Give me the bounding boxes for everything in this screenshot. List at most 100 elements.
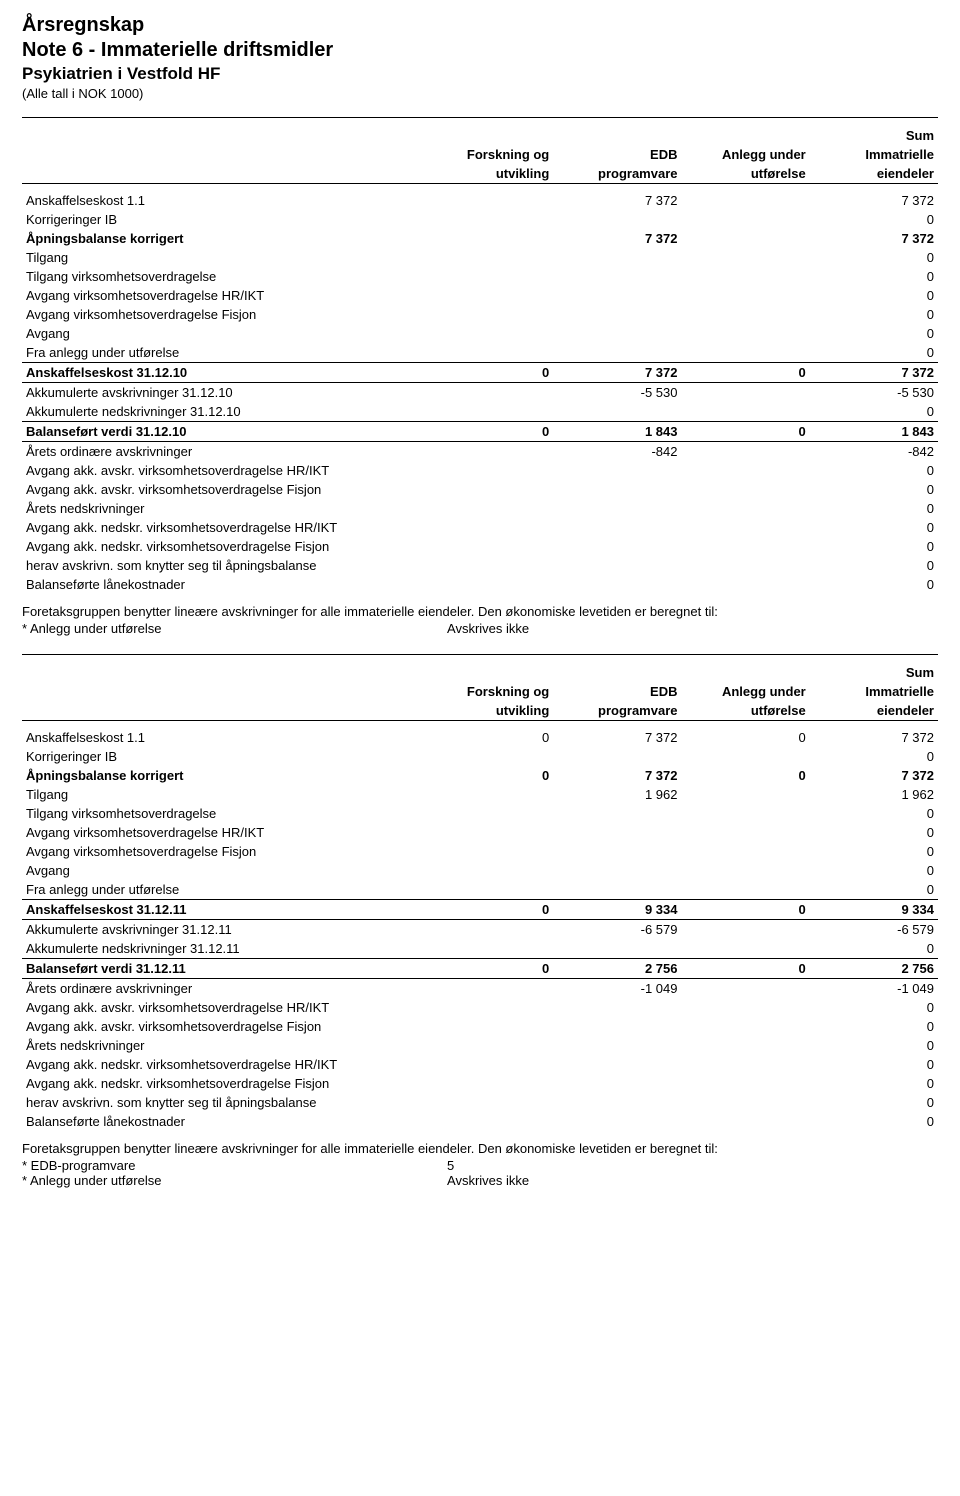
row-value: -842 <box>553 442 681 462</box>
row-label: Fra anlegg under utførelse <box>22 880 425 900</box>
table-row: Avgang akk. nedskr. virksomhetsoverdrage… <box>22 1074 938 1093</box>
row-value: 9 334 <box>810 900 938 920</box>
row-value: 2 756 <box>810 959 938 979</box>
row-value: 7 372 <box>810 191 938 210</box>
row-value <box>682 383 810 403</box>
row-value: 0 <box>810 1093 938 1112</box>
row-value: 0 <box>682 363 810 383</box>
row-value <box>682 939 810 959</box>
row-value <box>425 480 553 499</box>
row-value <box>553 1074 681 1093</box>
row-label: Avgang virksomhetsoverdragelse Fisjon <box>22 305 425 324</box>
row-value: 7 372 <box>810 728 938 747</box>
col-sum: Sum <box>810 663 938 682</box>
row-value <box>425 823 553 842</box>
row-label: Balanseførte lånekostnader <box>22 1112 425 1131</box>
row-label: Avgang akk. avskr. virksomhetsoverdragel… <box>22 998 425 1017</box>
row-value <box>553 461 681 480</box>
row-value: 0 <box>682 959 810 979</box>
row-value <box>425 229 553 248</box>
row-value: -6 579 <box>553 920 681 940</box>
row-value <box>553 267 681 286</box>
table-2010: Sum Forskning og EDB Anlegg under Immatr… <box>22 117 938 594</box>
row-label: Åpningsbalanse korrigert <box>22 229 425 248</box>
row-value: 0 <box>810 343 938 363</box>
table-row: Årets nedskrivninger0 <box>22 499 938 518</box>
row-value <box>682 210 810 229</box>
row-value: 0 <box>810 1017 938 1036</box>
row-label: Tilgang <box>22 785 425 804</box>
row-value <box>425 442 553 462</box>
row-value <box>425 575 553 594</box>
row-value: 0 <box>810 1036 938 1055</box>
row-value <box>682 1055 810 1074</box>
row-value <box>553 1112 681 1131</box>
footnote-label: * EDB-programvare <box>22 1158 425 1173</box>
row-label: Korrigeringer IB <box>22 210 425 229</box>
row-value <box>425 1036 553 1055</box>
row-value: 1 962 <box>553 785 681 804</box>
col2b: programvare <box>553 701 681 721</box>
row-value: 0 <box>682 766 810 785</box>
table-row: Balanseførte lånekostnader0 <box>22 575 938 594</box>
row-value <box>553 880 681 900</box>
row-value <box>425 1093 553 1112</box>
footnote-row: * Anlegg under utførelseAvskrives ikke <box>22 1173 938 1188</box>
row-value <box>682 1093 810 1112</box>
row-value <box>682 402 810 422</box>
row-label: Åpningsbalanse korrigert <box>22 766 425 785</box>
row-label: Avgang virksomhetsoverdragelse HR/IKT <box>22 286 425 305</box>
row-label: Akkumulerte nedskrivninger 31.12.10 <box>22 402 425 422</box>
col1a: Forskning og <box>425 145 553 164</box>
footnote-value: 5 <box>425 1158 553 1173</box>
row-value <box>553 499 681 518</box>
row-value <box>425 861 553 880</box>
row-value <box>682 861 810 880</box>
col1a: Forskning og <box>425 682 553 701</box>
footnote-value: Avskrives ikke <box>425 621 553 636</box>
row-label: Balanseførte lånekostnader <box>22 575 425 594</box>
col1b: utvikling <box>425 701 553 721</box>
row-value: 0 <box>810 248 938 267</box>
table-row: Balanseførte lånekostnader 0 <box>22 1112 938 1131</box>
row-value <box>425 537 553 556</box>
col2a: EDB <box>553 145 681 164</box>
row-value: 0 <box>810 402 938 422</box>
row-value: 0 <box>810 305 938 324</box>
row-value <box>553 324 681 343</box>
row-label: Tilgang <box>22 248 425 267</box>
row-value: 1 962 <box>810 785 938 804</box>
row-value: 0 <box>810 998 938 1017</box>
row-value: 0 <box>810 480 938 499</box>
row-value <box>682 537 810 556</box>
row-value <box>682 343 810 363</box>
row-value <box>553 575 681 594</box>
row-value <box>682 747 810 766</box>
col3a: Anlegg under <box>682 145 810 164</box>
footnote-label: * Anlegg under utførelse <box>22 1173 425 1188</box>
col3b: utførelse <box>682 701 810 721</box>
row-value: 0 <box>810 286 938 305</box>
row-value: 0 <box>810 1112 938 1131</box>
row-value: 0 <box>810 210 938 229</box>
row-label: Avgang akk. avskr. virksomhetsoverdragel… <box>22 1017 425 1036</box>
col4b: eiendeler <box>810 164 938 184</box>
row-value <box>682 499 810 518</box>
row-value: 0 <box>425 766 553 785</box>
row-value: 0 <box>810 556 938 575</box>
row-value: 7 372 <box>810 766 938 785</box>
row-label: Årets nedskrivninger <box>22 1036 425 1055</box>
row-value <box>553 804 681 823</box>
row-label: Akkumulerte avskrivninger 31.12.10 <box>22 383 425 403</box>
row-value <box>425 210 553 229</box>
row-label: Avgang akk. nedskr. virksomhetsoverdrage… <box>22 1055 425 1074</box>
col2b: programvare <box>553 164 681 184</box>
row-value <box>425 383 553 403</box>
row-value: 0 <box>810 861 938 880</box>
row-value <box>553 747 681 766</box>
row-value: 0 <box>425 363 553 383</box>
page-title-1: Årsregnskap <box>22 14 938 37</box>
table-row: Årets ordinære avskrivninger-842-842 <box>22 442 938 462</box>
row-value: 7 372 <box>553 229 681 248</box>
row-value <box>425 1055 553 1074</box>
